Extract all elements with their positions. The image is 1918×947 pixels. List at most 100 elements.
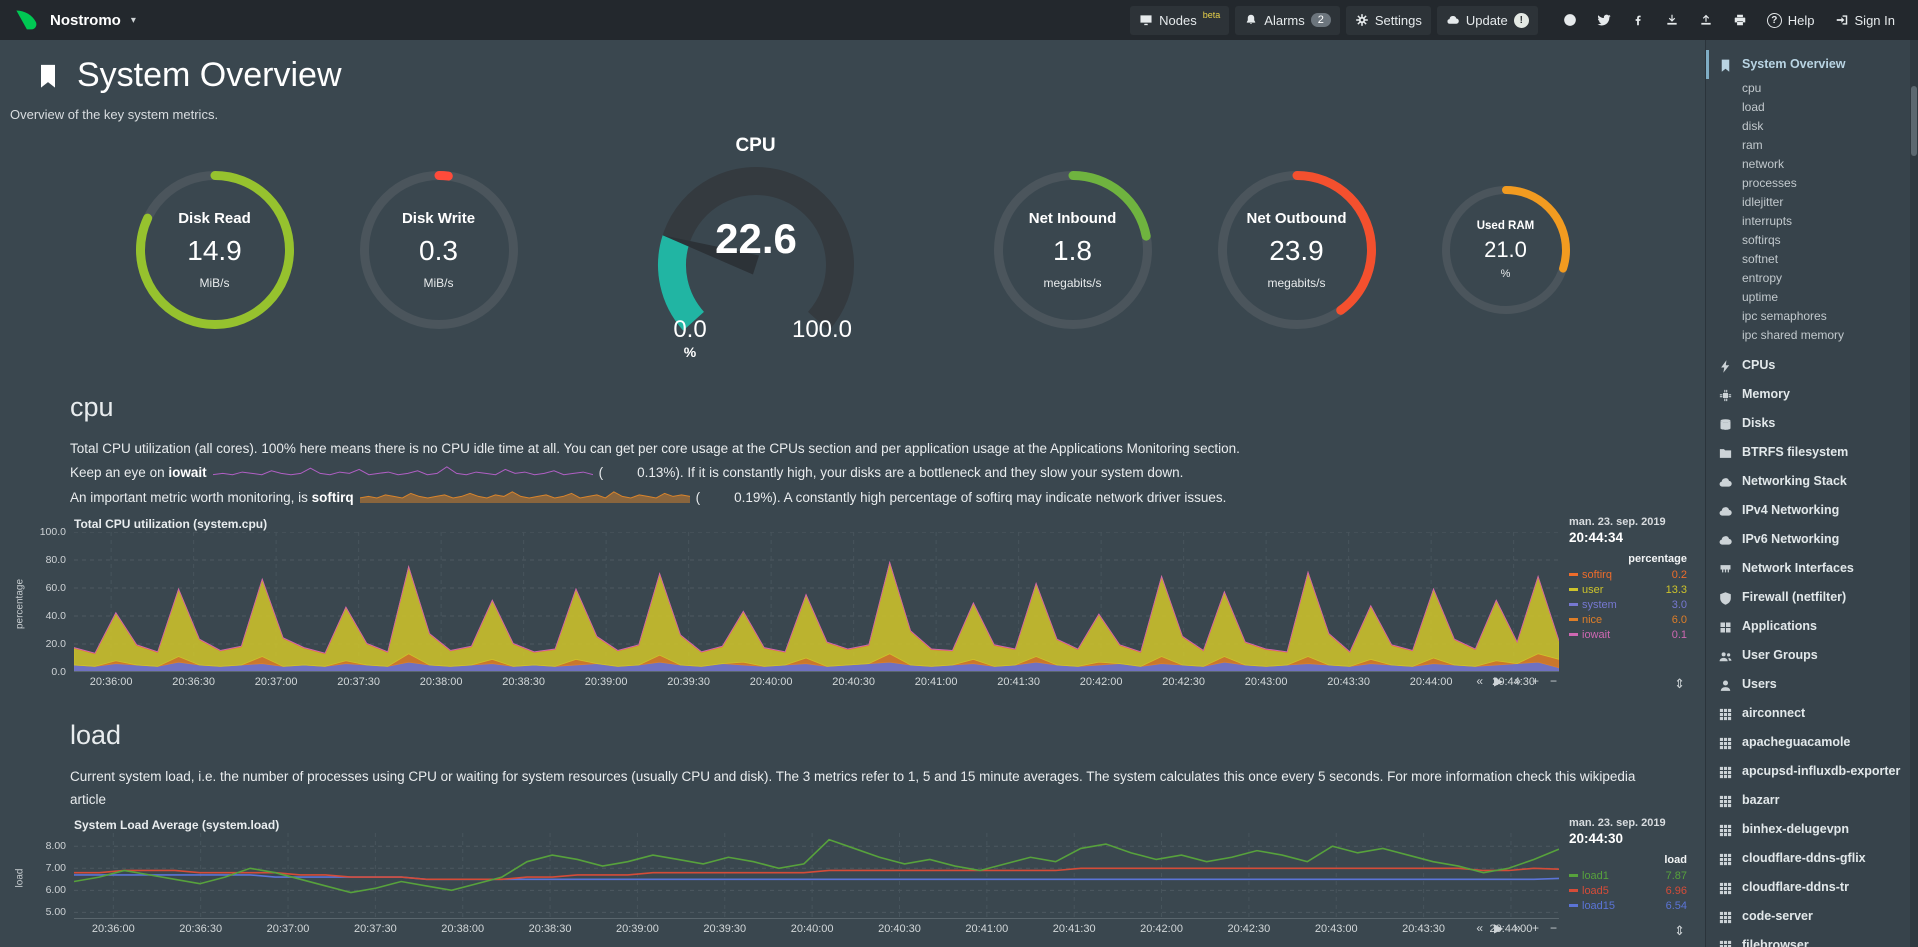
legend-series-iowait[interactable]: iowait 0.1	[1569, 628, 1687, 643]
sidebar-item-memory[interactable]: Memory	[1706, 380, 1918, 409]
sidebar-subitem-ipc-shared-memory[interactable]: ipc shared memory	[1742, 328, 1845, 342]
zoom-out-button[interactable]: −	[1549, 673, 1557, 688]
sidebar-subitem-ram[interactable]: ram	[1742, 138, 1763, 152]
zoom-out-button[interactable]: −	[1549, 920, 1557, 935]
sidebar-subitem-cpu[interactable]: cpu	[1742, 81, 1762, 95]
play-button[interactable]: ▶	[1494, 920, 1504, 935]
sidebar-item-firewall-netfilter[interactable]: Firewall (netfilter)	[1706, 583, 1918, 612]
legend-date: man. 23. sep. 2019	[1569, 816, 1666, 829]
facebook-button[interactable]	[1622, 6, 1654, 34]
nodes-button[interactable]: Nodes beta	[1130, 5, 1230, 35]
sidebar-subitem-ipc-semaphores[interactable]: ipc semaphores	[1742, 309, 1827, 323]
sidebar-scrollbar-thumb[interactable]	[1911, 86, 1917, 156]
sidebar-subitem-network[interactable]: network	[1742, 157, 1785, 171]
update-button[interactable]: Update !	[1436, 5, 1538, 35]
sidebar-scrollbar[interactable]	[1910, 40, 1918, 947]
sidebar-subitem-uptime[interactable]: uptime	[1742, 290, 1779, 304]
node-menu[interactable]: Nostromo ▾	[14, 7, 136, 33]
cpu-desc3-rest: 0.19%). A constantly high percentage of …	[734, 489, 1227, 505]
sidebar-item-apacheguacamole[interactable]: apacheguacamole	[1706, 728, 1918, 757]
chart-toolbar: « ▶ » + −	[1476, 673, 1557, 688]
nice-swatch-icon	[1569, 618, 1578, 622]
pan-forward-button[interactable]: »	[1514, 673, 1521, 688]
help-button[interactable]: ? Help	[1758, 6, 1824, 35]
sidebar-item-disks[interactable]: Disks	[1706, 409, 1918, 438]
cpu-gauge-max: 100.0	[791, 316, 851, 343]
y-tick-label: 5.00	[45, 906, 66, 919]
import-snapshot-button[interactable]	[1656, 6, 1688, 34]
sidebar-item-bazarr[interactable]: bazarr	[1706, 786, 1918, 815]
sidebar-item-cpus[interactable]: CPUs	[1706, 351, 1918, 380]
chart-resize-handle[interactable]: ⇕	[1674, 922, 1685, 938]
legend-series-user[interactable]: user 13.3	[1569, 583, 1687, 598]
pan-back-button[interactable]: «	[1476, 673, 1484, 688]
sidebar-item-users[interactable]: Users	[1706, 670, 1918, 699]
legend-series-load1[interactable]: load1 7.87	[1569, 869, 1687, 884]
legend-series-softirq[interactable]: softirq 0.2	[1569, 568, 1687, 583]
sidebar-subitem-processes[interactable]: processes	[1742, 176, 1797, 190]
sidebar-item-code-server[interactable]: code-server	[1706, 902, 1918, 931]
sidebar-subitem-interrupts[interactable]: interrupts	[1742, 214, 1793, 228]
gauge-net-inbound[interactable]: Net Inbound 1.8 megabits/s	[992, 169, 1154, 331]
sidebar-item-label: airconnect	[1742, 706, 1806, 720]
sidebar-item-btrfs-filesystem[interactable]: BTRFS filesystem	[1706, 438, 1918, 467]
legend-series-name: iowait	[1582, 628, 1611, 641]
load-desc-text: Current system load, i.e. the number of …	[70, 768, 1580, 784]
wikipedia-article-link[interactable]: wikipedia article	[70, 768, 1636, 807]
upload-icon	[1699, 13, 1713, 27]
gauge-disk-write[interactable]: Disk Write 0.3 MiB/s	[358, 169, 520, 331]
gauge-used-ram[interactable]: Used RAM 21.0%	[1440, 184, 1572, 316]
legend-series-load15[interactable]: load15 6.54	[1569, 899, 1687, 914]
sidebar-item-cloudflare-ddns-gflix[interactable]: cloudflare-ddns-gflix	[1706, 844, 1918, 873]
sidebar-item-airconnect[interactable]: airconnect	[1706, 699, 1918, 728]
export-snapshot-button[interactable]	[1690, 6, 1722, 34]
zoom-in-button[interactable]: +	[1531, 673, 1539, 688]
chart-y-axis: 0.0 20.0 40.0 60.0 80.0 100.0	[28, 526, 74, 678]
twitter-button[interactable]	[1588, 6, 1620, 34]
settings-button[interactable]: Settings	[1345, 5, 1431, 35]
play-button[interactable]: ▶	[1494, 673, 1504, 688]
sidebar-subitem-load[interactable]: load	[1742, 100, 1765, 114]
chart-plot-area[interactable]	[73, 832, 1560, 919]
sidebar-item-label: Applications	[1742, 619, 1818, 633]
chart-plot-area[interactable]	[73, 531, 1560, 673]
x-tick-label: 20:37:30	[353, 922, 397, 935]
sidebar-item-filebrowser[interactable]: filebrowser	[1706, 931, 1918, 947]
sidebar-subitem-entropy[interactable]: entropy	[1742, 271, 1783, 285]
sidebar-item-user-groups[interactable]: User Groups	[1706, 641, 1918, 670]
x-tick-label: 20:36:30	[172, 675, 216, 688]
sidebar-subitem-idlejitter[interactable]: idlejitter	[1742, 195, 1784, 209]
sidebar-subitem-softirqs[interactable]: softirqs	[1742, 233, 1781, 247]
y-tick-label: 7.00	[45, 862, 66, 875]
legend-series-nice[interactable]: nice 6.0	[1569, 613, 1687, 628]
monitor-icon	[1139, 13, 1153, 27]
sidebar-item-ipv4-networking[interactable]: IPv4 Networking	[1706, 496, 1918, 525]
sidebar-item-apcupsd-influxdb-exporter[interactable]: apcupsd-influxdb-exporter	[1706, 757, 1918, 786]
sidebar-item-ipv6-networking[interactable]: IPv6 Networking	[1706, 525, 1918, 554]
x-tick-label: 20:43:00	[1314, 922, 1358, 935]
signin-button[interactable]: Sign In	[1826, 6, 1904, 35]
cpu-gauge[interactable]: CPU 22.6 0.0 100.0%	[610, 135, 902, 366]
zoom-in-button[interactable]: +	[1531, 920, 1539, 935]
pan-back-button[interactable]: «	[1476, 920, 1484, 935]
sidebar-subitem-softnet[interactable]: softnet	[1742, 252, 1779, 266]
print-button[interactable]	[1724, 6, 1756, 34]
legend-series-system[interactable]: system 3.0	[1569, 598, 1687, 613]
sidebar-item-networking-stack[interactable]: Networking Stack	[1706, 467, 1918, 496]
gauge-net-outbound[interactable]: Net Outbound 23.9 megabits/s	[1216, 169, 1378, 331]
pan-forward-button[interactable]: »	[1514, 920, 1521, 935]
gauge-disk-read[interactable]: Disk Read 14.9 MiB/s	[134, 169, 296, 331]
sidebar-item-binhex-delugevpn[interactable]: binhex-delugevpn	[1706, 815, 1918, 844]
legend-series-load5[interactable]: load5 6.96	[1569, 884, 1687, 899]
chart-resize-handle[interactable]: ⇕	[1674, 675, 1685, 691]
github-button[interactable]	[1554, 6, 1586, 34]
sidebar-item-applications[interactable]: Applications	[1706, 612, 1918, 641]
gauge-units: MiB/s	[423, 276, 454, 290]
sidebar-item-system-overview[interactable]: System Overview	[1706, 50, 1918, 79]
alarms-button[interactable]: Alarms 2	[1235, 5, 1340, 35]
legend-series-value: 6.0	[1671, 613, 1687, 626]
sidebar-item-cloudflare-ddns-tr[interactable]: cloudflare-ddns-tr	[1706, 873, 1918, 902]
sidebar-subitem-disk[interactable]: disk	[1742, 119, 1764, 133]
sidebar-item-network-interfaces[interactable]: Network Interfaces	[1706, 554, 1918, 583]
cpu-description-2: Keep an eye on iowait (0.13%). If it is c…	[70, 461, 1665, 485]
